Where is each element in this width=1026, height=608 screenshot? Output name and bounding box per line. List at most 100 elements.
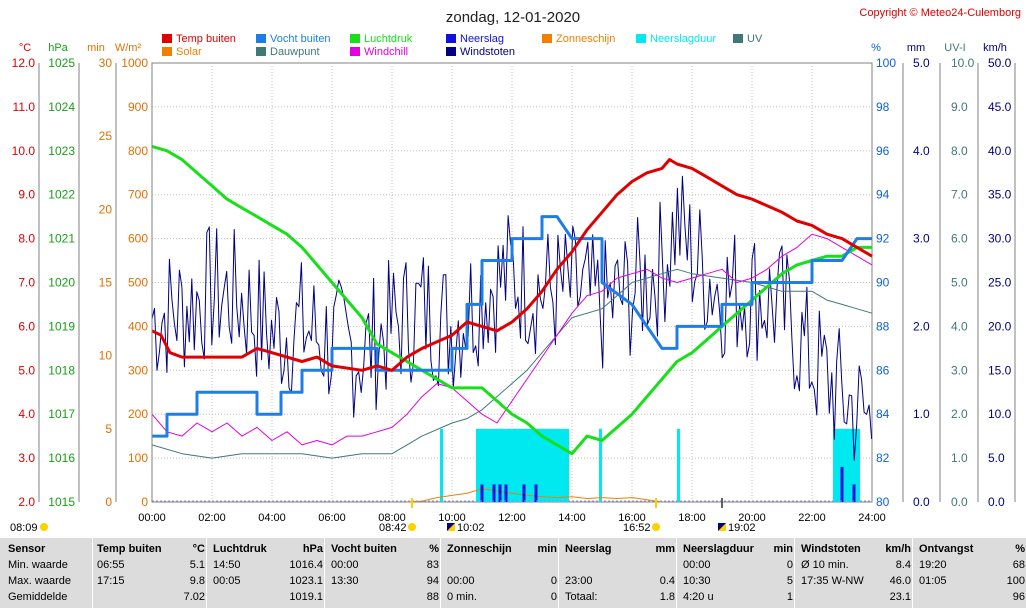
tick-label-minutes: 15 (99, 276, 113, 290)
table-cell: 13:30 (331, 575, 359, 587)
tick-label-uv: 10.0 (951, 56, 975, 70)
table-cell: 1 (786, 591, 793, 603)
table-cell: 0.4 (659, 575, 675, 587)
tick-label-uv: 2.0 (951, 407, 968, 421)
table-row: 7.02 (93, 591, 207, 605)
table-cell: 00:00 (683, 559, 711, 571)
table-cell: min (537, 543, 557, 555)
table-row: 10:30 5 (677, 575, 795, 589)
legend-label: Neerslagduur (650, 33, 716, 45)
tick-label-uv: 4.0 (951, 319, 968, 333)
table-header: Sensor (0, 543, 92, 557)
table-cell: 68 (1012, 559, 1025, 571)
legend-label: Windstoten (460, 46, 515, 58)
neerslag-bar (852, 484, 856, 502)
x-tick-label: 20:00 (738, 512, 766, 524)
legend-label: Solar (176, 46, 202, 58)
tick-label-solar: 1000 (121, 56, 148, 70)
tick-label-temperature: 8.0 (18, 232, 35, 246)
tick-label-rain: 0.0 (913, 495, 930, 509)
table-row (441, 559, 559, 573)
table-row: Ø 10 min. 8.4 (795, 559, 913, 573)
table-row: 0 min. 0 (441, 591, 559, 605)
tick-label-solar: 100 (128, 451, 148, 465)
table-row: 01:05 100 (913, 575, 1026, 589)
x-tick-label: 18:00 (678, 512, 706, 524)
series-luchtdruk (151, 144, 872, 456)
copyright: Copyright © Meteo24-Culemborg (859, 7, 1021, 19)
legend-label: Vocht buiten (270, 33, 331, 45)
axis-unit-label: W/m² (115, 42, 142, 54)
legend-label: Zonneschijn (556, 33, 615, 45)
x-tick-label: 14:00 (558, 512, 586, 524)
sun-icon (408, 523, 416, 531)
table-row: 06:55 5.1 (93, 559, 207, 573)
table-header: Ontvangst% (913, 543, 1026, 557)
table-row: 19:20 68 (913, 559, 1026, 573)
tick-label-humidity: 100 (876, 56, 896, 70)
tick-label-humidity: 98 (876, 100, 890, 114)
table-cell: 23.1 (889, 591, 911, 603)
axis-unit-label: UV-I (944, 42, 965, 54)
table-cell: 17:15 (97, 575, 125, 587)
table-cell: Luchtdruk (213, 543, 267, 555)
time-marker: 08:42 (379, 522, 407, 534)
tick-label-temperature: 7.0 (18, 276, 35, 290)
tick-label-temperature: 5.0 (18, 363, 35, 377)
chart-title: zondag, 12-01-2020 (446, 9, 580, 26)
table-cell: 0 (550, 575, 557, 587)
table-cell: 96 (1012, 591, 1025, 603)
table-cell: 1.8 (659, 591, 675, 603)
table-header: Zonneschijn min (441, 543, 559, 557)
tick-label-humidity: 84 (876, 407, 890, 421)
legend-swatch (350, 34, 360, 43)
table-header: Luchtdruk hPa (207, 543, 325, 557)
tick-label-humidity: 88 (876, 319, 890, 333)
legend-label: Neerslag (460, 33, 504, 45)
axis-unit-label: hPa (48, 42, 68, 54)
table-cell: 0 min. (447, 591, 477, 603)
tick-label-uv: 5.0 (951, 276, 968, 290)
x-tick-label: 08:00 (378, 512, 406, 524)
tick-label-wind: 40.0 (988, 144, 1012, 158)
table-row (559, 559, 677, 573)
table-row: 00:00 0 (441, 575, 559, 589)
table-cell: Windstoten (801, 543, 861, 555)
legend-label: Temp buiten (176, 33, 236, 45)
table-header: Vocht buiten% (325, 543, 441, 557)
series-vocht-buiten (152, 215, 872, 438)
table-header: Temp buiten °C (93, 543, 207, 557)
table-cell: Totaal: (565, 591, 598, 603)
tick-label-wind: 25.0 (988, 276, 1012, 290)
neerslagduur-bar (599, 428, 602, 502)
x-tick-label: 16:00 (618, 512, 646, 524)
table-cell: Temp buiten (97, 543, 162, 555)
x-tick-label: 04:00 (258, 512, 286, 524)
table-cell: 0 (550, 591, 557, 603)
table-cell: km/h (885, 543, 911, 555)
tick-label-minutes: 10 (99, 349, 113, 363)
tick-label-solar: 900 (128, 100, 148, 114)
chart-marks (151, 144, 873, 503)
tick-label-pressure: 1018 (48, 363, 75, 377)
table-column-temp: Temp buiten °C 06:55 5.1 17:15 9.8 7.02 (92, 538, 207, 608)
x-tick-label: 12:00 (498, 512, 526, 524)
tick-label-rain: 1.0 (913, 407, 930, 421)
table-cell: 06:55 (97, 559, 125, 571)
table-cell: % (1015, 543, 1025, 555)
tick-label-humidity: 92 (876, 232, 890, 246)
table-cell: 23:00 (565, 575, 593, 587)
table-cell: 94 (426, 575, 439, 587)
neerslag-bar (522, 484, 526, 502)
tick-label-uv: 9.0 (951, 100, 968, 114)
tick-label-humidity: 90 (876, 276, 890, 290)
tick-label-wind: 10.0 (988, 407, 1012, 421)
neerslagduur-bar (440, 428, 443, 502)
x-tick-label: 00:00 (138, 512, 166, 524)
table-cell: Sensor (8, 543, 46, 555)
moon-icon-fill (447, 523, 455, 531)
tick-label-pressure: 1025 (48, 56, 75, 70)
table-cell: 0 (786, 559, 793, 571)
tick-label-temperature: 9.0 (18, 188, 35, 202)
tick-label-wind: 50.0 (988, 56, 1012, 70)
